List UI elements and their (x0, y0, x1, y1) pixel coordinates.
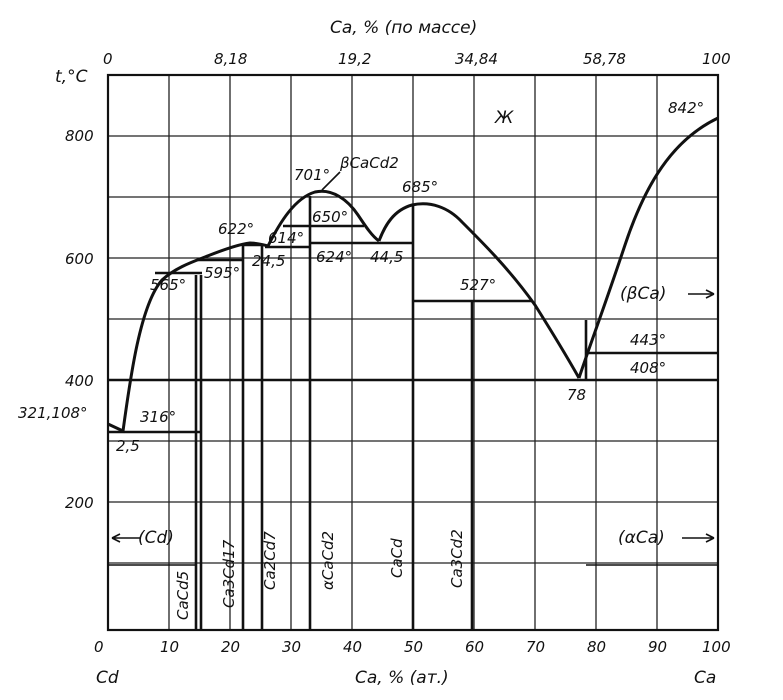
y-tick-200: 200 (65, 494, 94, 512)
bottom-tick-50: 50 (404, 638, 423, 656)
compound-ca3cd17: Ca3Cd17 (220, 539, 238, 608)
label-701: 701° (294, 166, 330, 184)
label-cd-phase: (Cd) (138, 528, 174, 548)
label-527: 527° (460, 276, 496, 294)
arrow-cd-phase (111, 533, 140, 543)
y-tick-600: 600 (65, 250, 94, 268)
label-321: 321,108° (18, 404, 88, 422)
top-tick-0: 0 (103, 50, 113, 68)
y-tick-400: 400 (65, 372, 94, 390)
label-650: 650° (312, 208, 348, 226)
label-316: 316° (140, 408, 176, 426)
diagram-labels: Ж βCaCd2 701° 685° 842° 622° 650° 614° 6… (18, 99, 704, 548)
liquidus-cacd-dome (377, 202, 581, 379)
leader-beta-cacd2 (321, 171, 341, 191)
y-axis-title: t,°C (55, 67, 88, 87)
compound-labels: CaCd5 Ca3Cd17 Ca2Cd7 αCaCd2 CaCd Ca3Cd2 (174, 529, 466, 620)
y-axis: t,°C 800 600 400 200 (55, 67, 94, 512)
label-24-5: 24,5 (252, 252, 285, 270)
top-tick-1: 8,18 (214, 50, 247, 68)
label-2-5: 2,5 (116, 437, 140, 455)
bottom-tick-40: 40 (343, 638, 362, 656)
compound-alpha-cacd2: αCaCd2 (319, 531, 337, 590)
compound-lines (108, 196, 718, 630)
top-axis-title: Ca, % (по массе) (330, 18, 477, 38)
label-565: 565° (150, 276, 186, 294)
top-tick-5: 100 (702, 50, 731, 68)
bottom-tick-10: 10 (160, 638, 179, 656)
label-alpha-ca: (αCa) (618, 528, 665, 548)
label-595: 595° (204, 264, 240, 282)
bottom-axis-title: Ca, % (ат.) (355, 668, 449, 688)
liquidus-ca-side (577, 116, 719, 379)
left-end-label: Cd (96, 668, 119, 688)
label-78: 78 (567, 386, 586, 404)
label-beta-ca: (βCa) (620, 284, 666, 304)
label-443: 443° (630, 331, 666, 349)
label-685: 685° (402, 178, 438, 196)
label-408: 408° (630, 359, 666, 377)
compound-ca2cd7: Ca2Cd7 (261, 531, 279, 590)
top-axis: Ca, % (по массе) 0 8,18 19,2 34,84 58,78… (103, 18, 731, 68)
label-624: 624° (316, 248, 352, 266)
bottom-tick-20: 20 (221, 638, 240, 656)
label-liquid: Ж (494, 108, 514, 128)
compound-cacd: CaCd (388, 538, 406, 578)
label-622: 622° (218, 220, 254, 238)
label-614: 614° (268, 229, 304, 247)
right-end-label: Ca (694, 668, 716, 688)
bottom-tick-80: 80 (587, 638, 606, 656)
liquidus-cd-side (107, 241, 269, 434)
top-tick-2: 19,2 (338, 50, 371, 68)
isotherms (108, 224, 718, 434)
compound-cacd5: CaCd5 (174, 571, 192, 620)
top-tick-4: 58,78 (583, 50, 626, 68)
arrow-alpha-ca (682, 533, 715, 543)
bottom-tick-90: 90 (648, 638, 667, 656)
arrow-beta-ca (688, 289, 715, 299)
bottom-tick-0: 0 (94, 638, 104, 656)
bottom-tick-60: 60 (465, 638, 484, 656)
compound-ca3cd2: Ca3Cd2 (448, 529, 466, 588)
label-beta-cacd2: βCaCd2 (339, 154, 399, 172)
label-44-5: 44,5 (370, 248, 403, 266)
bottom-tick-100: 100 (702, 638, 731, 656)
y-tick-800: 800 (65, 127, 94, 145)
bottom-tick-70: 70 (526, 638, 545, 656)
bottom-axis: 0 10 20 30 40 50 60 70 80 90 100 Ca, % (… (94, 638, 731, 688)
bottom-tick-30: 30 (282, 638, 301, 656)
label-842: 842° (668, 99, 704, 117)
liquidus-curves (107, 116, 719, 434)
top-tick-3: 34,84 (455, 50, 498, 68)
arrows (111, 171, 715, 543)
liquidus-cacd2-dome (266, 189, 380, 247)
